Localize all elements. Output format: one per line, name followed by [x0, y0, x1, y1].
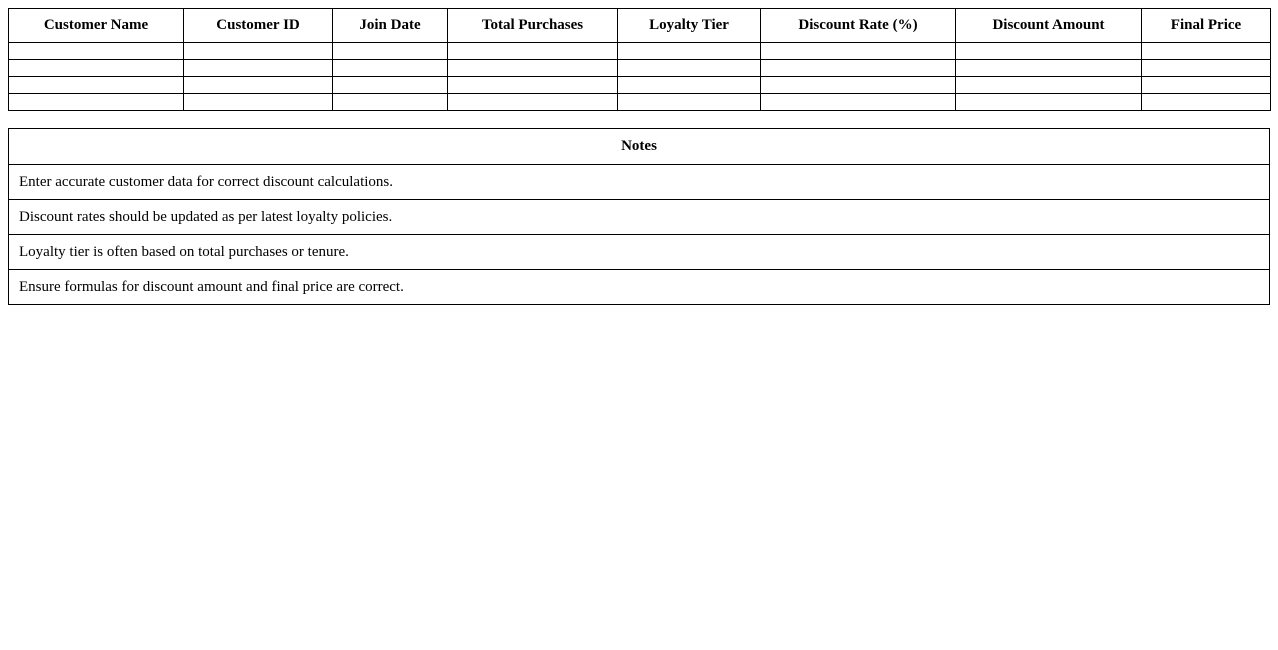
document-page: Customer Name Customer ID Join Date Tota… [0, 0, 1278, 313]
note-row: Ensure formulas for discount amount and … [8, 269, 1270, 305]
notes-header: Notes [8, 128, 1270, 165]
customer-table-row [8, 42, 1271, 60]
empty-cell[interactable] [332, 93, 448, 111]
note-item: Ensure formulas for discount amount and … [8, 269, 1270, 305]
customer-table: Customer Name Customer ID Join Date Tota… [8, 8, 1271, 111]
empty-cell[interactable] [183, 76, 333, 94]
empty-cell[interactable] [8, 42, 184, 60]
empty-cell[interactable] [617, 59, 761, 77]
notes-header-row: Notes [8, 128, 1270, 165]
empty-cell[interactable] [8, 93, 184, 111]
empty-cell[interactable] [1141, 76, 1271, 94]
empty-cell[interactable] [760, 76, 956, 94]
empty-cell[interactable] [183, 42, 333, 60]
customer-table-row [8, 93, 1271, 111]
col-header-loyalty-tier: Loyalty Tier [617, 8, 761, 43]
col-header-discount-rate: Discount Rate (%) [760, 8, 956, 43]
empty-cell[interactable] [617, 76, 761, 94]
notes-table: Notes Enter accurate customer data for c… [8, 128, 1270, 305]
empty-cell[interactable] [332, 76, 448, 94]
col-header-customer-id: Customer ID [183, 8, 333, 43]
empty-cell[interactable] [332, 42, 448, 60]
empty-cell[interactable] [8, 59, 184, 77]
col-header-join-date: Join Date [332, 8, 448, 43]
empty-cell[interactable] [1141, 59, 1271, 77]
note-item: Loyalty tier is often based on total pur… [8, 234, 1270, 270]
col-header-discount-amount: Discount Amount [955, 8, 1142, 43]
col-header-final-price: Final Price [1141, 8, 1271, 43]
empty-cell[interactable] [955, 42, 1142, 60]
empty-cell[interactable] [8, 76, 184, 94]
empty-cell[interactable] [760, 93, 956, 111]
empty-cell[interactable] [1141, 42, 1271, 60]
empty-cell[interactable] [447, 42, 618, 60]
empty-cell[interactable] [955, 59, 1142, 77]
note-row: Discount rates should be updated as per … [8, 199, 1270, 235]
note-row: Loyalty tier is often based on total pur… [8, 234, 1270, 270]
note-row: Enter accurate customer data for correct… [8, 164, 1270, 200]
customer-table-header-row: Customer Name Customer ID Join Date Tota… [8, 8, 1271, 43]
empty-cell[interactable] [447, 59, 618, 77]
empty-cell[interactable] [447, 76, 618, 94]
empty-cell[interactable] [617, 93, 761, 111]
note-item: Enter accurate customer data for correct… [8, 164, 1270, 200]
customer-table-row [8, 59, 1271, 77]
col-header-customer-name: Customer Name [8, 8, 184, 43]
empty-cell[interactable] [447, 93, 618, 111]
customer-table-row [8, 76, 1271, 94]
empty-cell[interactable] [760, 42, 956, 60]
empty-cell[interactable] [955, 76, 1142, 94]
col-header-total-purchases: Total Purchases [447, 8, 618, 43]
note-item: Discount rates should be updated as per … [8, 199, 1270, 235]
empty-cell[interactable] [760, 59, 956, 77]
empty-cell[interactable] [183, 93, 333, 111]
empty-cell[interactable] [1141, 93, 1271, 111]
empty-cell[interactable] [332, 59, 448, 77]
empty-cell[interactable] [955, 93, 1142, 111]
empty-cell[interactable] [617, 42, 761, 60]
empty-cell[interactable] [183, 59, 333, 77]
